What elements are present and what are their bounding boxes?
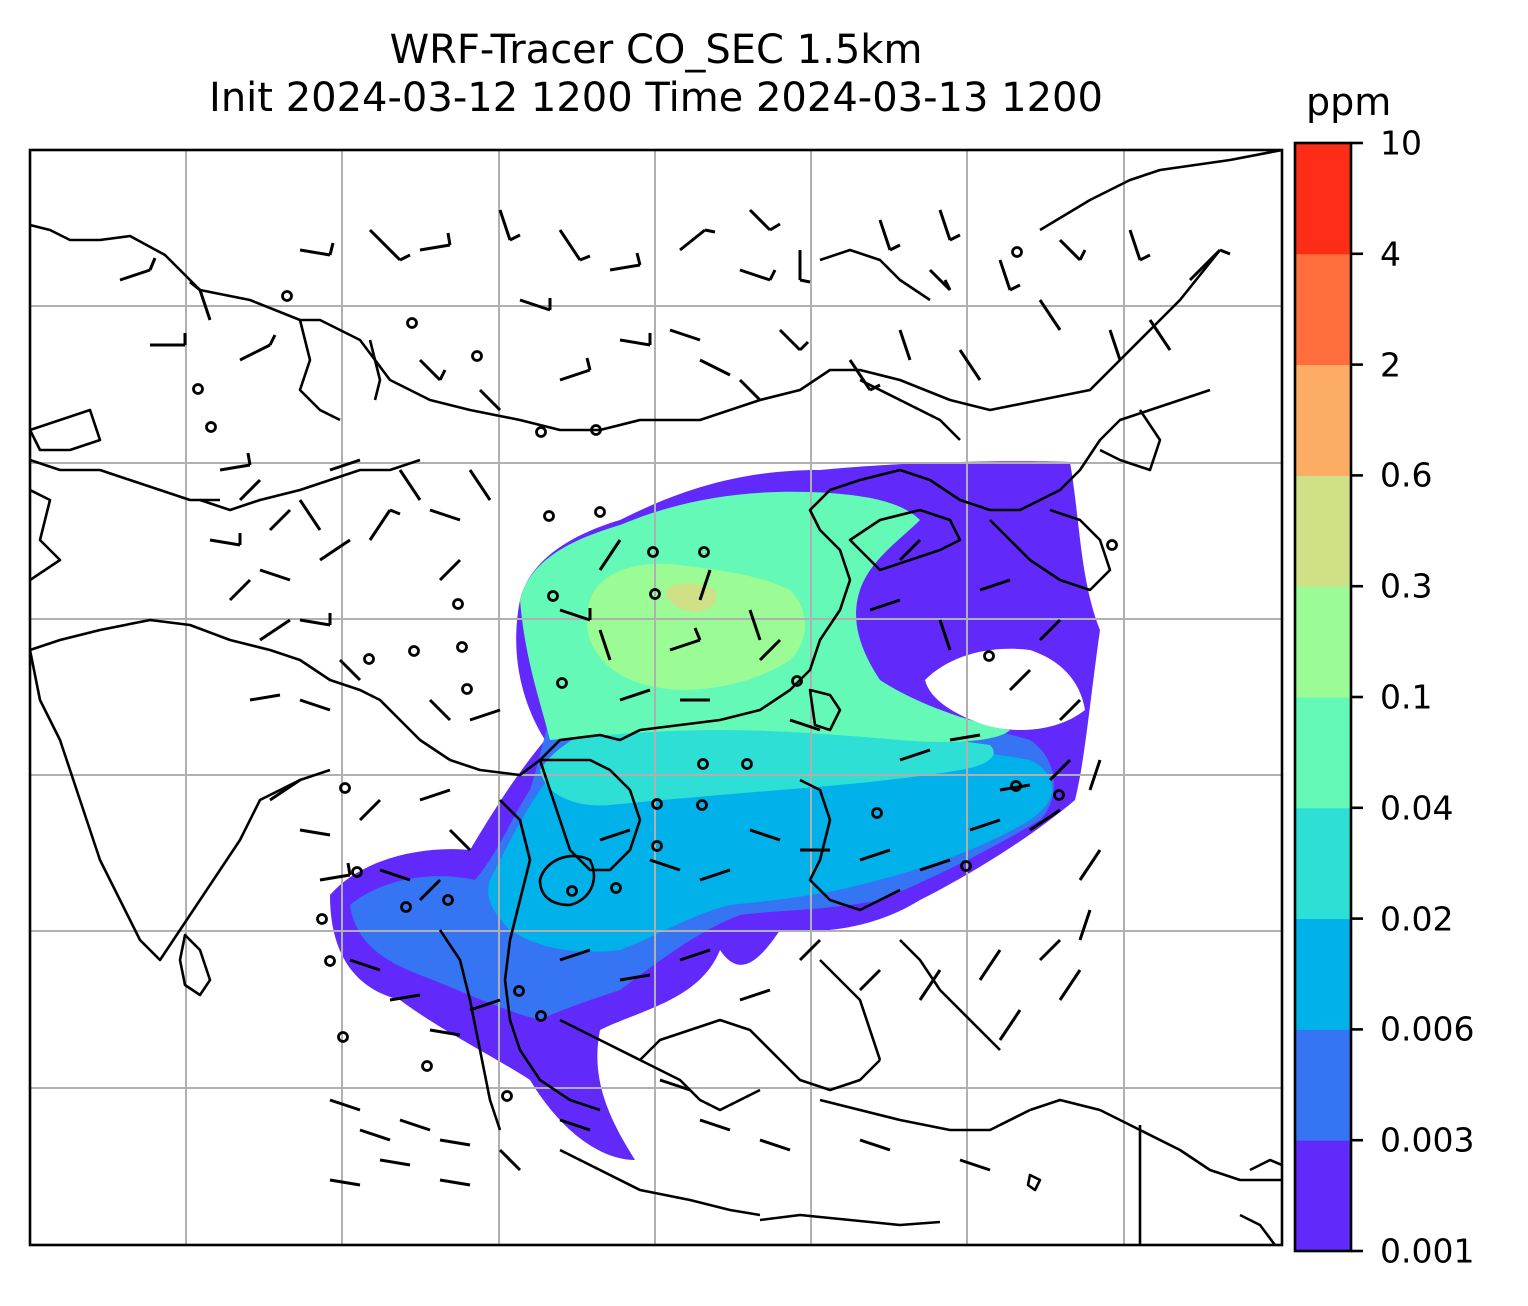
colorbar-tick-label: 10 — [1380, 123, 1422, 163]
calm-wind-markers — [192, 246, 1118, 1102]
colorbar-segment — [1295, 697, 1351, 809]
colorbar-tick-label: 0.3 — [1380, 566, 1433, 606]
colorbar — [1295, 141, 1363, 1253]
colorbar-segment — [1295, 1029, 1351, 1141]
colorbar-segment — [1295, 475, 1351, 587]
title-line-1: WRF-Tracer CO_SEC 1.5km — [389, 27, 923, 73]
colorbar-tick-label: 0.001 — [1380, 1231, 1475, 1271]
colorbar-tick-label: 4 — [1380, 234, 1401, 274]
title-line-2: Init 2024-03-12 1200 Time 2024-03-13 120… — [209, 75, 1103, 121]
plot-title: WRF-Tracer CO_SEC 1.5km Init 2024-03-12 … — [30, 26, 1282, 122]
colorbar-segment — [1295, 253, 1351, 366]
colorbar-tick-label: 0.006 — [1380, 1009, 1475, 1049]
tracer-level-6 — [586, 563, 805, 690]
colorbar-frame — [1293, 141, 1353, 1253]
colorbar-segment — [1295, 364, 1351, 476]
colorbar-segment — [1295, 918, 1351, 1030]
gridlines — [30, 150, 1282, 1245]
colorbar-tick-label: 0.6 — [1380, 455, 1433, 495]
colorbar-tick-label: 0.003 — [1380, 1120, 1475, 1160]
wind-barbs — [119, 208, 1231, 1187]
colorbar-tick-label: 0.1 — [1380, 677, 1433, 717]
colorbar-segment — [1295, 143, 1351, 255]
map-frame — [28, 148, 1284, 1247]
colorbar-unit-label: ppm — [1306, 80, 1392, 124]
tracer-clear-gap — [925, 648, 1085, 730]
colorbar-segment — [1295, 1140, 1351, 1252]
colorbar-tick-label: 2 — [1380, 345, 1401, 385]
tracer-field — [330, 461, 1100, 1160]
colorbar-segment — [1295, 586, 1351, 698]
colorbar-tick-label: 0.04 — [1380, 788, 1454, 828]
colorbar-tick-label: 0.02 — [1380, 899, 1454, 939]
colorbar-segment — [1295, 807, 1351, 920]
coastlines — [30, 150, 1282, 1245]
